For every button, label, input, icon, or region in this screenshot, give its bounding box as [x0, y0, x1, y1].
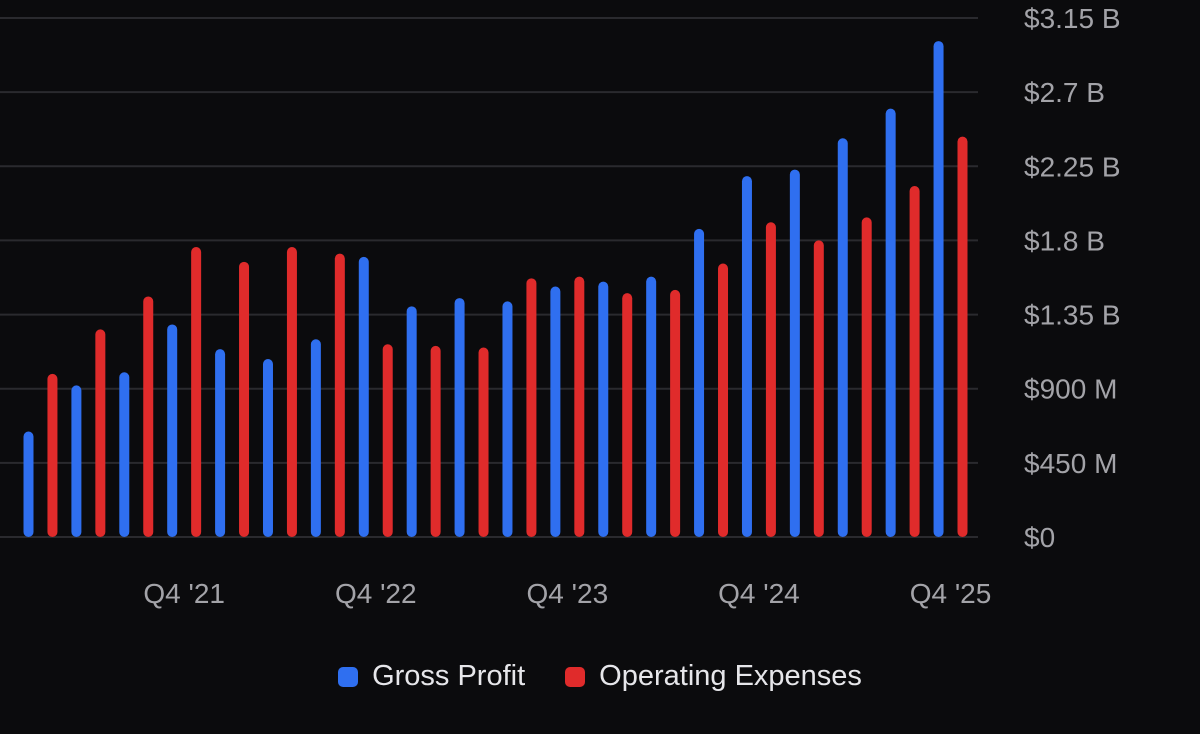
bar-gross-profit[interactable] — [646, 276, 657, 537]
bar-operating-expenses[interactable] — [191, 247, 202, 537]
bar-gross-profit[interactable] — [598, 281, 609, 537]
bar-gross-profit[interactable] — [310, 339, 321, 537]
x-tick-label: Q4 '24 — [718, 578, 800, 609]
legend-item-operating-expenses[interactable]: Operating Expenses — [565, 660, 862, 693]
y-tick-label: $900 M — [1024, 374, 1117, 405]
bar-gross-profit[interactable] — [119, 372, 130, 537]
bar-operating-expenses[interactable] — [47, 373, 58, 537]
bar-gross-profit[interactable] — [167, 324, 178, 537]
bar-operating-expenses[interactable] — [95, 329, 106, 537]
bar-gross-profit[interactable] — [694, 228, 705, 537]
bars — [23, 41, 968, 538]
bar-gross-profit[interactable] — [215, 349, 226, 537]
bar-operating-expenses[interactable] — [382, 344, 393, 537]
bar-gross-profit[interactable] — [933, 41, 944, 538]
legend-swatch-gross-profit — [338, 666, 359, 687]
bar-gross-profit[interactable] — [71, 385, 82, 537]
x-tick-label: Q4 '22 — [335, 578, 417, 609]
bar-gross-profit[interactable] — [406, 306, 417, 537]
bar-chart: $0 $450 M $900 M $1.35 B $1.8 B $2.25 B $2.7 B… — [0, 3, 1121, 609]
bar-operating-expenses[interactable] — [478, 347, 489, 537]
bar-gross-profit[interactable] — [550, 286, 561, 537]
y-tick-label: $0 — [1024, 522, 1055, 553]
y-tick-label: $3.15 B — [1024, 3, 1121, 34]
y-tick-label: $2.7 B — [1024, 77, 1105, 108]
y-tick-label: $2.25 B — [1024, 151, 1121, 182]
bar-gross-profit[interactable] — [23, 431, 34, 537]
bar-operating-expenses[interactable] — [813, 240, 824, 537]
bar-operating-expenses[interactable] — [574, 276, 585, 537]
grid-lines — [0, 17, 978, 538]
legend-label-gross-profit: Gross Profit — [372, 660, 526, 692]
bar-gross-profit[interactable] — [741, 176, 752, 537]
x-tick-label: Q4 '21 — [143, 578, 225, 609]
y-tick-label: $1.8 B — [1024, 225, 1105, 256]
legend: Gross Profit Operating Expenses — [0, 660, 1200, 693]
bar-gross-profit[interactable] — [837, 138, 848, 537]
bar-gross-profit[interactable] — [502, 301, 513, 537]
bar-gross-profit[interactable] — [262, 359, 273, 537]
bar-operating-expenses[interactable] — [622, 293, 633, 537]
bar-operating-expenses[interactable] — [239, 261, 250, 537]
legend-swatch-operating-expenses — [565, 666, 586, 687]
y-axis-ticks: $0 $450 M $900 M $1.35 B $1.8 B $2.25 B $2.7 B… — [1024, 3, 1121, 553]
bar-gross-profit[interactable] — [358, 256, 369, 537]
bar-operating-expenses[interactable] — [143, 296, 154, 537]
bar-operating-expenses[interactable] — [526, 278, 537, 537]
y-tick-label: $450 M — [1024, 448, 1117, 479]
x-axis-ticks: Q4 '21 Q4 '22 Q4 '23 Q4 '24 Q4 '25 — [143, 578, 991, 609]
bar-operating-expenses[interactable] — [861, 217, 872, 537]
bar-operating-expenses[interactable] — [430, 345, 441, 537]
bar-operating-expenses[interactable] — [334, 253, 345, 537]
bar-gross-profit[interactable] — [885, 108, 896, 537]
bar-gross-profit[interactable] — [789, 169, 800, 538]
legend-label-operating-expenses: Operating Expenses — [599, 660, 862, 692]
x-tick-label: Q4 '23 — [527, 578, 609, 609]
legend-item-gross-profit[interactable]: Gross Profit — [338, 660, 525, 693]
bar-operating-expenses[interactable] — [909, 186, 920, 538]
bar-operating-expenses[interactable] — [765, 222, 776, 538]
bar-operating-expenses[interactable] — [286, 247, 297, 537]
bar-operating-expenses[interactable] — [718, 263, 729, 537]
bar-gross-profit[interactable] — [454, 298, 465, 537]
x-tick-label: Q4 '25 — [910, 578, 992, 609]
bar-operating-expenses[interactable] — [670, 289, 681, 537]
y-tick-label: $1.35 B — [1024, 300, 1121, 331]
bar-operating-expenses[interactable] — [957, 136, 968, 537]
